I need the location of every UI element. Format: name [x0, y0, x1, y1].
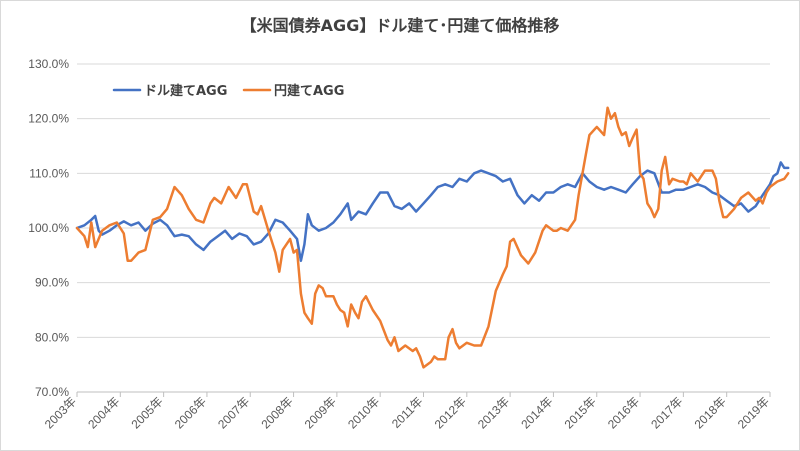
x-tick-label: 2018年 [692, 394, 729, 431]
y-tick-label: 70.0% [35, 385, 69, 399]
y-tick-label: 110.0% [29, 166, 69, 180]
x-tick-label: 2012年 [432, 394, 469, 431]
y-tick-label: 100.0% [28, 221, 69, 235]
series-line-0 [75, 161, 790, 263]
x-tick-label: 2013年 [475, 394, 512, 431]
legend: ドル建てAGG 円建てAGG [112, 83, 344, 99]
x-tick-label: 2016年 [605, 394, 642, 431]
x-tick-label: 2015年 [562, 394, 599, 431]
x-tick-label: 2014年 [518, 394, 555, 431]
x-tick-label: 2019年 [735, 394, 772, 431]
x-tick-label: 2003年 [42, 394, 79, 431]
x-tick-label: 2011年 [389, 394, 426, 431]
x-tick-label: 2009年 [302, 394, 339, 431]
y-tick-label: 130.0% [28, 57, 69, 71]
x-tick-label: 2005年 [128, 394, 165, 431]
x-tick-label: 2007年 [215, 394, 252, 431]
axes: 70.0% 80.0% 90.0% 100.0% 110.0% 120.0% 130.0% 2… [28, 57, 772, 431]
grid-lines [77, 63, 770, 393]
y-tick-label: 120.0% [28, 112, 69, 126]
y-tick-label: 90.0% [35, 276, 69, 290]
x-tick-label: 2017年 [648, 394, 685, 431]
x-tick-label: 2008年 [258, 394, 295, 431]
x-tick-label: 2004年 [85, 394, 122, 431]
legend-label-0: ドル建てAGG [144, 83, 227, 99]
x-tick-label: 2010年 [345, 394, 382, 431]
y-tick-label: 80.0% [35, 330, 69, 344]
legend-label-1: 円建てAGG [274, 83, 344, 99]
chart-title: 【米国債券AGG】ドル建て･円建て価格推移 [241, 16, 560, 35]
series-line-1 [75, 106, 790, 369]
series-lines [75, 106, 790, 369]
x-tick-label: 2006年 [172, 394, 209, 431]
